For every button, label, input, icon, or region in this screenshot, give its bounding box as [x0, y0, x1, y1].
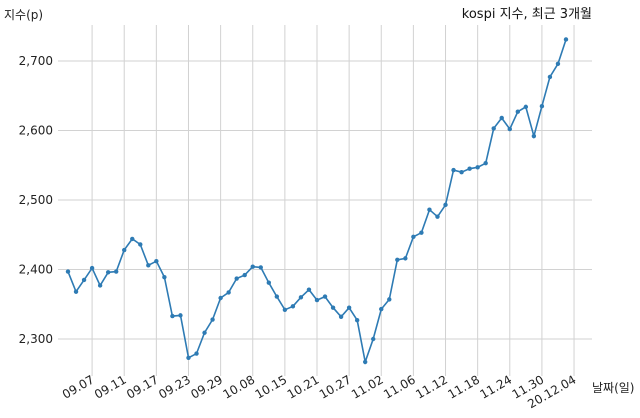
- data-point: [162, 274, 167, 280]
- grid: [58, 25, 592, 376]
- data-point: [379, 306, 384, 312]
- data-point: [226, 290, 231, 295]
- x-tick-label: 10.08: [220, 372, 257, 401]
- y-tick-label: 2,600: [19, 124, 53, 138]
- x-tick-label: 10.27: [317, 372, 354, 401]
- data-point: [338, 314, 344, 319]
- data-point: [483, 160, 488, 166]
- data-point: [555, 61, 561, 66]
- data-point: [89, 265, 95, 271]
- data-point: [499, 115, 504, 121]
- data-point: [81, 277, 87, 283]
- data-point: [322, 294, 328, 299]
- data-point: [138, 242, 143, 247]
- x-tick-label: 09.11: [92, 372, 129, 401]
- y-tick-label: 2,500: [19, 193, 53, 207]
- x-tick-label: 11.12: [413, 372, 450, 401]
- data-point: [531, 133, 537, 139]
- data-point: [113, 269, 119, 274]
- x-tick-label: 09.29: [188, 372, 225, 401]
- data-point: [282, 307, 288, 313]
- data-point: [491, 126, 496, 131]
- data-point: [210, 317, 215, 322]
- data-point: [515, 109, 521, 114]
- data-point: [354, 318, 360, 323]
- y-axis-ticks: 2,300 2,400 2,500 2,600 2,700: [19, 54, 53, 346]
- x-tick-label: 09.23: [156, 372, 193, 401]
- data-point: [403, 256, 408, 261]
- data-point: [507, 126, 512, 132]
- data-point: [234, 276, 239, 281]
- data-point: [186, 355, 191, 360]
- data-point: [105, 270, 111, 275]
- x-tick-label: 11.18: [445, 372, 482, 401]
- data-point: [65, 269, 71, 274]
- y-tick-label: 2,300: [19, 332, 53, 346]
- x-tick-label: 11.24: [478, 372, 515, 401]
- data-point: [523, 104, 529, 110]
- data-point: [435, 214, 440, 219]
- data-point: [451, 167, 456, 173]
- data-point: [306, 287, 312, 292]
- data-point: [242, 272, 247, 278]
- x-axis-ticks: 09.0709.1109.1709.2309.2910.0810.1510.21…: [60, 372, 579, 411]
- data-point: [395, 257, 400, 262]
- data-point: [122, 247, 127, 253]
- y-tick-label: 2,400: [19, 263, 53, 277]
- data-point: [73, 289, 79, 294]
- data-point: [387, 297, 392, 302]
- data-point: [266, 280, 272, 285]
- x-tick-label: 10.21: [285, 372, 322, 401]
- x-axis-title: 날짜(일): [592, 381, 634, 395]
- data-point: [459, 170, 464, 175]
- data-point: [427, 207, 432, 212]
- data-point: [130, 236, 135, 242]
- x-tick-label: 09.07: [60, 372, 97, 401]
- chart-title: kospi 지수, 최근 3개월: [462, 7, 592, 22]
- data-point: [298, 295, 304, 300]
- data-point: [97, 283, 103, 288]
- data-point: [250, 264, 255, 269]
- data-point: [563, 37, 569, 42]
- data-point: [475, 165, 480, 170]
- data-point: [218, 295, 223, 301]
- data-point: [411, 234, 416, 240]
- data-point: [443, 202, 448, 208]
- data-point: [258, 265, 263, 270]
- data-point: [371, 336, 376, 342]
- series: [65, 37, 569, 365]
- data-point: [274, 294, 280, 299]
- data-point: [362, 359, 368, 365]
- data-point: [178, 313, 183, 318]
- data-point: [539, 103, 545, 109]
- data-point: [290, 304, 296, 309]
- y-tick-label: 2,700: [19, 54, 53, 68]
- y-axis-title: 지수(p): [4, 8, 43, 22]
- data-point: [330, 305, 336, 310]
- data-point: [194, 351, 199, 356]
- data-point: [170, 313, 175, 319]
- data-point: [547, 74, 553, 80]
- x-tick-label: 11.02: [349, 372, 386, 401]
- data-point: [146, 263, 151, 268]
- data-point: [314, 297, 320, 303]
- x-tick-label: 09.17: [124, 372, 161, 401]
- data-point: [467, 166, 472, 171]
- data-point: [202, 330, 207, 335]
- data-point: [419, 230, 424, 235]
- x-tick-label: 11.06: [381, 372, 418, 401]
- x-tick-label: 10.15: [253, 372, 290, 401]
- data-point: [154, 258, 159, 264]
- data-point: [346, 305, 352, 310]
